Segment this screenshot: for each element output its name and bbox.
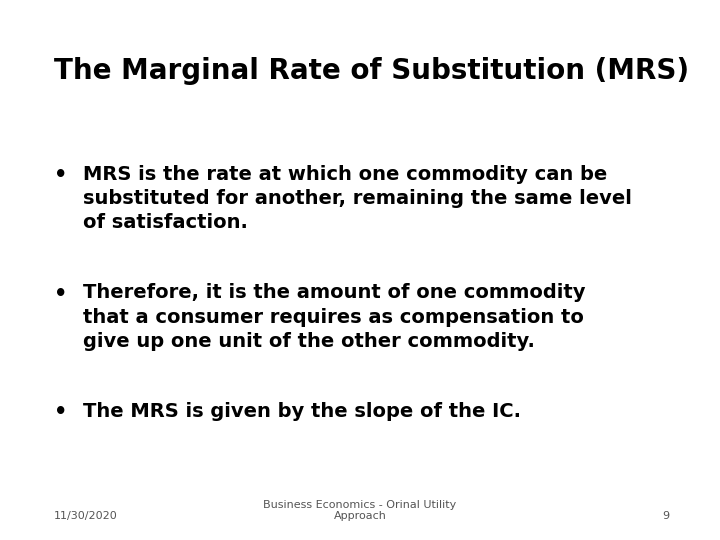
Text: •: • [54, 402, 68, 422]
Text: MRS is the rate at which one commodity can be
substituted for another, remaining: MRS is the rate at which one commodity c… [83, 165, 631, 232]
Text: Therefore, it is the amount of one commodity
that a consumer requires as compens: Therefore, it is the amount of one commo… [83, 284, 585, 351]
Text: •: • [54, 165, 68, 185]
Text: 9: 9 [662, 511, 670, 521]
Text: The MRS is given by the slope of the IC.: The MRS is given by the slope of the IC. [83, 402, 521, 421]
Text: Business Economics - Orinal Utility
Approach: Business Economics - Orinal Utility Appr… [264, 500, 456, 521]
Text: 11/30/2020: 11/30/2020 [54, 511, 118, 521]
Text: •: • [54, 284, 68, 303]
Text: The Marginal Rate of Substitution (MRS): The Marginal Rate of Substitution (MRS) [54, 57, 689, 85]
